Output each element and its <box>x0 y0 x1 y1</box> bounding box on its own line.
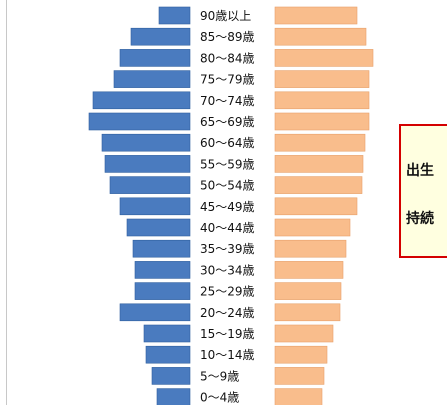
age-label-7: 55〜59歳 <box>200 157 255 171</box>
bar-left-16 <box>145 345 191 364</box>
bar-right-5 <box>274 112 370 131</box>
age-label-12: 30〜34歳 <box>200 263 255 277</box>
bar-right-0 <box>274 6 358 25</box>
age-label-9: 45〜49歳 <box>200 200 255 214</box>
age-label-14: 20〜24歳 <box>200 306 255 320</box>
bar-left-13 <box>134 282 191 300</box>
bar-right-9 <box>274 197 358 216</box>
bar-left-9 <box>119 197 191 216</box>
age-label-6: 60〜64歳 <box>200 136 255 150</box>
age-label-5: 65〜69歳 <box>200 115 255 129</box>
age-label-2: 80〜84歳 <box>200 51 255 65</box>
bar-right-17 <box>274 367 325 385</box>
callout-text-line-2: 持続 <box>406 211 434 227</box>
bar-left-10 <box>126 218 191 237</box>
bar-right-16 <box>274 345 328 364</box>
bar-left-4 <box>92 91 191 110</box>
bar-left-12 <box>134 261 191 279</box>
age-label-8: 50〜54歳 <box>200 179 255 193</box>
bar-left-3 <box>113 70 191 88</box>
bar-right-12 <box>274 261 344 279</box>
bar-right-1 <box>274 27 367 46</box>
bar-right-18 <box>274 388 323 405</box>
population-pyramid: 90歳以上 85〜89歳 80〜84歳 75〜79歳 70〜74歳 65〜69歳 60〜64… <box>88 6 374 405</box>
bar-left-8 <box>109 176 191 194</box>
age-label-17: 5〜9歳 <box>200 369 239 383</box>
age-label-13: 25〜29歳 <box>200 285 255 299</box>
bar-right-2 <box>274 49 374 67</box>
bar-right-11 <box>274 239 347 258</box>
age-label-10: 40〜44歳 <box>200 221 255 235</box>
bar-left-2 <box>119 49 191 67</box>
bar-right-6 <box>274 133 366 152</box>
chart-frame: 90歳以上 85〜89歳 80〜84歳 75〜79歳 70〜74歳 65〜69歳 60〜64… <box>6 0 447 405</box>
age-label-1: 85〜89歳 <box>200 30 255 44</box>
age-label-18: 0〜4歳 <box>200 391 239 405</box>
bar-right-14 <box>274 303 341 322</box>
bar-right-4 <box>274 91 370 110</box>
age-label-4: 70〜74歳 <box>200 94 255 108</box>
bar-right-13 <box>274 282 342 300</box>
bar-left-18 <box>156 388 191 405</box>
age-label-3: 75〜79歳 <box>200 73 255 87</box>
bar-left-11 <box>132 239 191 258</box>
bar-right-10 <box>274 218 351 237</box>
bar-right-7 <box>274 155 364 173</box>
age-label-16: 10〜14歳 <box>200 348 255 362</box>
bar-left-7 <box>104 155 191 173</box>
bar-left-15 <box>143 324 191 343</box>
bar-left-5 <box>88 112 191 131</box>
bar-left-14 <box>119 303 191 322</box>
bar-left-0 <box>158 6 191 25</box>
bar-left-1 <box>130 27 191 46</box>
age-label-0: 90歳以上 <box>200 9 251 23</box>
bar-right-3 <box>274 70 370 88</box>
age-label-15: 15〜19歳 <box>200 327 255 341</box>
age-label-11: 35〜39歳 <box>200 242 255 256</box>
callout-box: 出生 持続 <box>399 124 447 258</box>
callout-text-line-1: 出生 <box>406 163 434 179</box>
bar-left-6 <box>101 133 191 152</box>
bar-right-15 <box>274 324 334 343</box>
bar-right-8 <box>274 176 363 194</box>
bar-left-17 <box>151 367 191 385</box>
